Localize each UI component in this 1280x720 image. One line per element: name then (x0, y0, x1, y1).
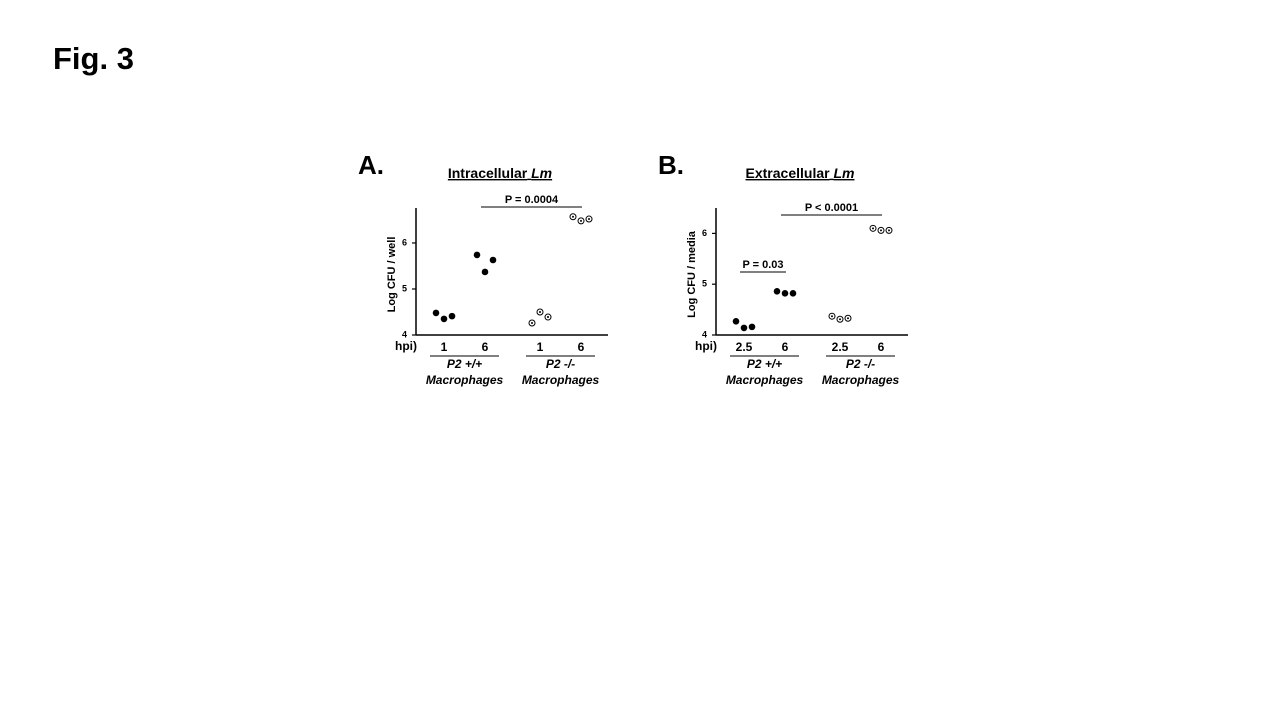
data-point (432, 309, 440, 317)
dot (740, 324, 748, 332)
p-value: P = 0.0004 (505, 194, 559, 206)
group-name: P2 +/+ (447, 357, 482, 371)
dot-center (847, 317, 849, 320)
data-point (481, 268, 489, 276)
data-point (732, 317, 740, 325)
x-axis-label: hpi) (395, 339, 417, 353)
figure-title: Fig. 3 (53, 41, 134, 76)
dot-center (539, 310, 541, 313)
chart-title: Intracellular Lm (448, 165, 552, 181)
x-tick-label: 6 (782, 340, 789, 354)
dot (789, 290, 797, 297)
data-point (748, 323, 756, 331)
data-point (773, 288, 781, 295)
dot-center (888, 229, 890, 232)
data-point (740, 324, 748, 332)
x-tick-label: 6 (878, 340, 885, 354)
x-tick-label: 1 (441, 340, 448, 354)
group-cell-type: Macrophages (522, 373, 600, 387)
dot (773, 288, 781, 295)
x-tick-label: 1 (537, 340, 544, 354)
data-point (528, 319, 536, 327)
group-cell-type: Macrophages (426, 373, 504, 387)
data-point (844, 314, 852, 322)
dot (473, 251, 481, 259)
data-point (569, 213, 577, 221)
dot-center (531, 322, 533, 325)
data-point (836, 315, 844, 323)
data-point (448, 312, 456, 320)
dot (781, 290, 789, 297)
y-axis-label: Log CFU / media (686, 230, 698, 318)
group-name: P2 -/- (546, 357, 575, 371)
data-point (828, 312, 836, 320)
group-name: P2 -/- (846, 357, 875, 371)
data-point (585, 215, 593, 223)
title-organism: Lm (833, 165, 854, 181)
dot (432, 309, 440, 317)
group-cell-type: Macrophages (726, 373, 804, 387)
dot-center (872, 227, 874, 230)
dot (481, 268, 489, 276)
x-tick-label: 6 (482, 340, 489, 354)
y-axis-label: Log CFU / well (386, 237, 398, 313)
dot (448, 312, 456, 320)
data-point (781, 290, 789, 297)
data-point (473, 251, 481, 259)
title-organism: Lm (531, 165, 552, 181)
data-point (877, 226, 885, 234)
dot-center (831, 315, 833, 318)
x-tick-label: 6 (578, 340, 585, 354)
dot-center (839, 318, 841, 321)
dot-center (547, 316, 549, 319)
data-point (536, 308, 544, 316)
x-axis-label: hpi) (695, 339, 717, 353)
data-point (885, 226, 893, 234)
dot-center (880, 229, 882, 232)
panel-label: B. (658, 150, 684, 180)
data-point (789, 290, 797, 297)
y-tick-label: 5 (702, 279, 707, 289)
y-tick-label: 4 (402, 329, 407, 339)
x-tick-label: 2.5 (736, 340, 753, 354)
dot (732, 317, 740, 325)
title-text: Intracellular (448, 165, 528, 181)
x-tick-label: 2.5 (832, 340, 849, 354)
p-value: P = 0.03 (742, 259, 783, 271)
group-cell-type: Macrophages (822, 373, 900, 387)
data-point (489, 256, 497, 264)
data-point (869, 224, 877, 232)
dot-center (588, 218, 590, 221)
dot-center (572, 215, 574, 218)
p-value: P < 0.0001 (805, 202, 858, 214)
dot (748, 323, 756, 331)
title-text: Extracellular (746, 165, 831, 181)
chart-title: Extracellular Lm (746, 165, 855, 181)
y-tick-label: 6 (702, 228, 707, 238)
dot-center (580, 219, 582, 222)
dot (440, 315, 448, 323)
data-point (577, 217, 585, 225)
y-tick-label: 6 (402, 237, 407, 247)
group-name: P2 +/+ (747, 357, 782, 371)
y-tick-label: 5 (402, 283, 407, 293)
panel-label: A. (358, 150, 384, 180)
y-tick-label: 4 (702, 329, 707, 339)
dot (489, 256, 497, 264)
data-point (544, 313, 552, 321)
data-point (440, 315, 448, 323)
